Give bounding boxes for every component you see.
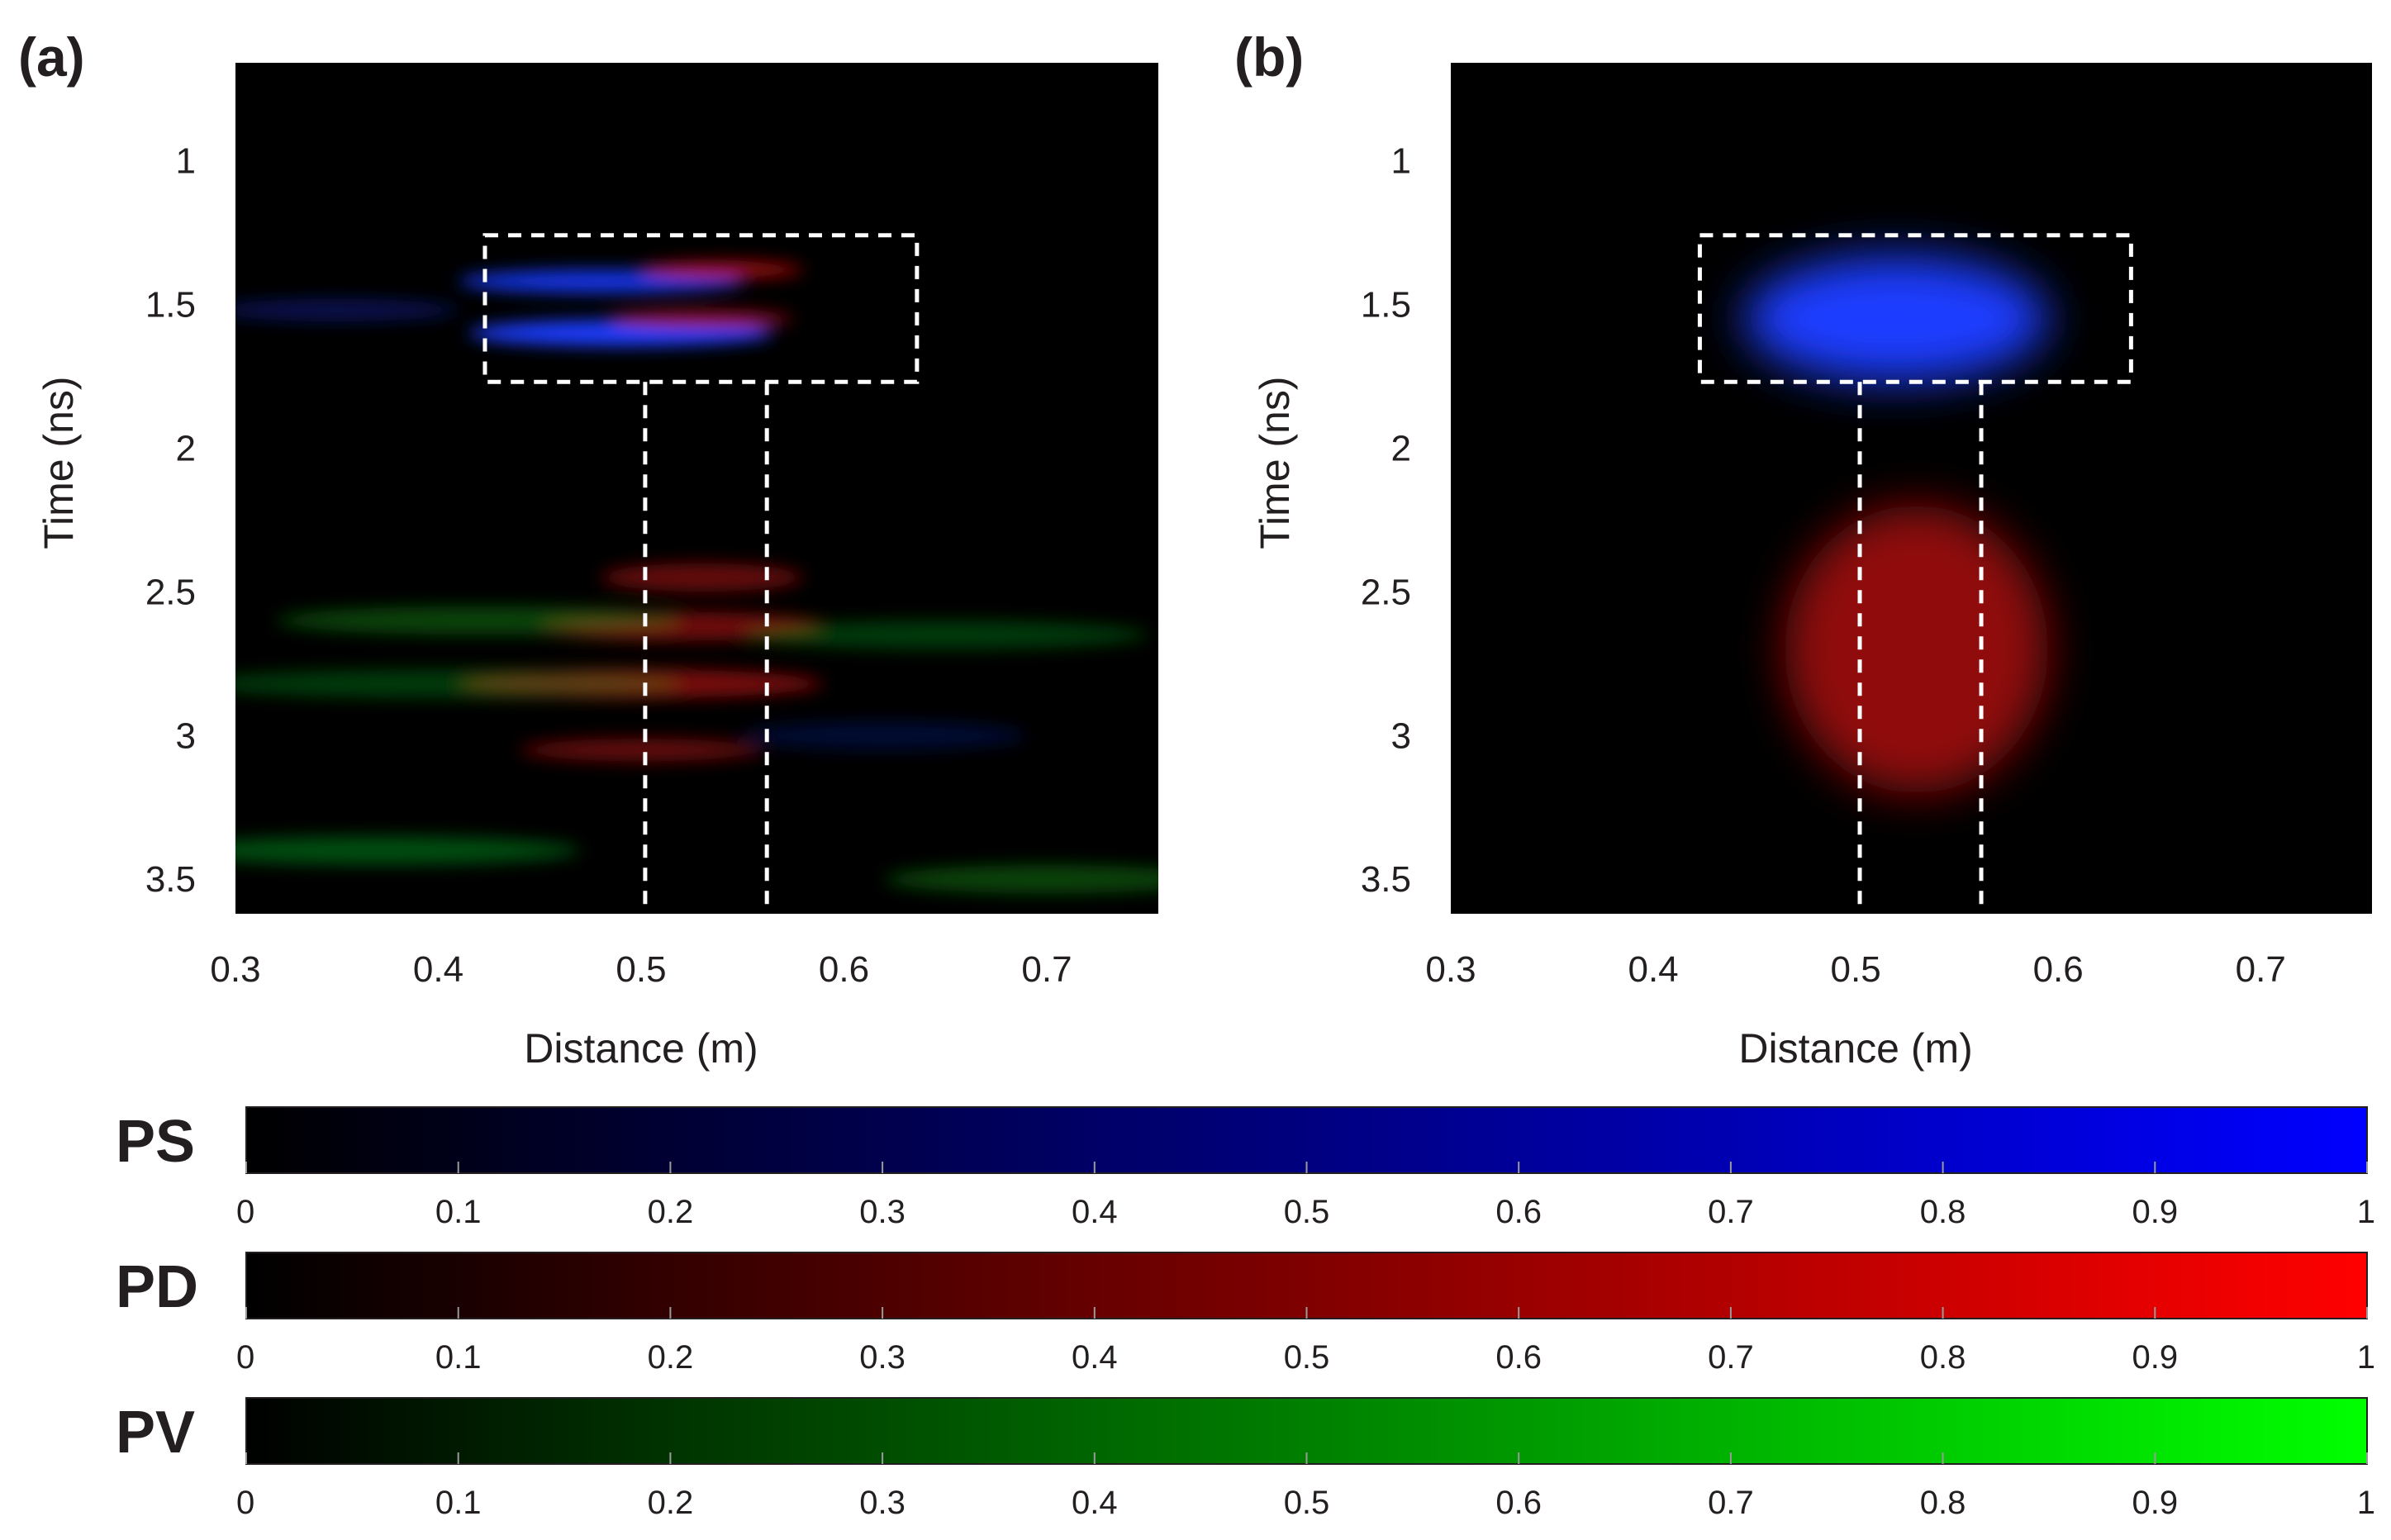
x-tick-label: 0.4	[1628, 949, 1678, 990]
y-tick-label: 1.5	[145, 284, 196, 325]
colorbar-tick-label: 0.7	[1708, 1485, 1754, 1521]
colorbar-tick-label: 0.9	[2132, 1339, 2178, 1376]
colorbar-tick-label: 0.9	[2132, 1194, 2178, 1230]
x-tick-label: 0.5	[1831, 949, 1881, 990]
y-tick-label: 2	[176, 428, 196, 468]
roi-head-box	[482, 233, 920, 384]
colorbar-tick-label: 0.5	[1284, 1194, 1330, 1230]
y-tick-label: 3.5	[1361, 859, 1411, 900]
colorbar-tick-label: 0.4	[1072, 1485, 1118, 1521]
colorbar-name: PS	[116, 1109, 195, 1175]
y-tick-label: 1	[176, 140, 196, 181]
x-tick-label: 0.7	[2236, 949, 2286, 990]
y-tick-label: 3	[176, 715, 196, 756]
colorbar-tick-label: 0.2	[648, 1194, 694, 1230]
x-tick-label: 0.5	[616, 949, 666, 990]
colorbar-tick-label: 0.7	[1708, 1194, 1754, 1230]
y-tick-label: 1	[1391, 140, 1411, 181]
panel-label: (a)	[18, 26, 85, 88]
feature-pd	[641, 261, 804, 278]
y-axis-label: Time (ns)	[1252, 376, 1298, 549]
feature-pv	[884, 864, 1158, 894]
colorbar-tick-label: 0	[236, 1194, 254, 1230]
colorbar-tick-label: 0	[236, 1485, 254, 1521]
feature-pv	[235, 669, 682, 698]
colorbar-tick-label: 0.4	[1072, 1339, 1118, 1376]
colorbar-tick-label: 1	[2357, 1194, 2375, 1230]
colorbar-tick-label: 0.3	[859, 1485, 906, 1521]
colorbar-tick-label: 0.8	[1920, 1485, 1966, 1521]
colorbar-tick-label: 0.3	[859, 1339, 906, 1376]
x-tick-label: 0.3	[1425, 949, 1476, 990]
feature-pd	[600, 563, 804, 592]
feature-pd	[611, 310, 794, 328]
plot-area	[235, 63, 1158, 914]
heatmap-features	[235, 261, 1158, 894]
feature-ps	[1744, 255, 2048, 383]
colorbar-pd: PD 0 0.1 0.2 0.3 0.4 0.5 0.6 0.7 0.8 0.9 1	[116, 1252, 2375, 1376]
colorbar-tick-label: 0.1	[435, 1485, 482, 1521]
feature-pv	[742, 620, 1148, 649]
y-tick-label: 3.5	[145, 859, 196, 900]
colorbar-tick-label: 0.8	[1920, 1339, 1966, 1376]
colorbar-tick-label: 0.1	[435, 1194, 482, 1230]
panel-a: (a) 1 1.5 2 2.5 3 3.5 0.3 0.4 0.5 0.6 0.7 Distance (…	[18, 26, 1158, 1072]
colorbar-ps: PS 0 0.1 0.2 0.3 0.4 0.5 0.6 0.7 0.8 0.9 1	[116, 1106, 2375, 1230]
x-tick-label: 0.4	[413, 949, 463, 990]
feature-ps	[742, 720, 1027, 750]
x-tick-label: 0.6	[819, 949, 869, 990]
colorbar-tick-label: 0.8	[1920, 1194, 1966, 1230]
x-axis-label: Distance (m)	[1738, 1025, 1972, 1072]
x-tick-label: 0.6	[2033, 949, 2084, 990]
colorbar-tick-label: 0.9	[2132, 1485, 2178, 1521]
feature-ps	[235, 298, 459, 322]
colorbar-tick-label: 0.1	[435, 1339, 482, 1376]
colorbar-pv: PV 0 0.1 0.2 0.3 0.4 0.5 0.6 0.7 0.8 0.9 1	[116, 1397, 2375, 1521]
y-tick-label: 2	[1391, 428, 1411, 468]
panel-b: (b) 1 1.5 2 2.5 3 3.5 0.3 0.4 0.5 0.6 0.7 Distance (…	[1234, 26, 2372, 1072]
colorbar-name: PD	[116, 1254, 198, 1320]
colorbar-tick-label: 1	[2357, 1339, 2375, 1376]
colorbar-tick-label: 0.4	[1072, 1194, 1118, 1230]
colorbar-tick-label: 1	[2357, 1485, 2375, 1521]
feature-pd	[519, 738, 763, 762]
colorbar-tick-label: 0.6	[1495, 1339, 1542, 1376]
y-tick-label: 2.5	[1361, 572, 1411, 612]
y-tick-label: 3	[1391, 715, 1411, 756]
colorbar-name: PV	[116, 1400, 195, 1466]
colorbar-tick-label: 0.2	[648, 1339, 694, 1376]
colorbar-tick-label: 0.7	[1708, 1339, 1754, 1376]
y-axis-label: Time (ns)	[36, 376, 82, 549]
colorbar-tick-label: 0.6	[1495, 1194, 1542, 1230]
colorbar-tick-label: 0.3	[859, 1194, 906, 1230]
heatmap-panels: (a) 1 1.5 2 2.5 3 3.5 0.3 0.4 0.5 0.6 0.7 Distance (…	[18, 26, 2372, 1072]
x-tick-label: 0.7	[1021, 949, 1072, 990]
colorbar-tick-label: 0.2	[648, 1485, 694, 1521]
colorbar-tick-label: 0.5	[1284, 1485, 1330, 1521]
feature-pd	[1785, 505, 2048, 793]
colorbar-legend: PS 0 0.1 0.2 0.3 0.4 0.5 0.6 0.7 0.8 0.9 1 PD 0 0.1 0.2…	[116, 1106, 2375, 1521]
y-tick-label: 1.5	[1361, 284, 1411, 325]
feature-pv	[276, 606, 682, 635]
roi-head-box	[1697, 233, 2133, 384]
x-tick-label: 0.3	[210, 949, 260, 990]
y-tick-label: 2.5	[145, 572, 196, 612]
feature-pv	[235, 836, 581, 865]
colorbar-tick-label: 0	[236, 1339, 254, 1376]
colorbar-tick-label: 0.6	[1495, 1485, 1542, 1521]
x-axis-label: Distance (m)	[524, 1025, 758, 1072]
panel-label: (b)	[1234, 26, 1304, 88]
colorbar-tick-label: 0.5	[1284, 1339, 1330, 1376]
